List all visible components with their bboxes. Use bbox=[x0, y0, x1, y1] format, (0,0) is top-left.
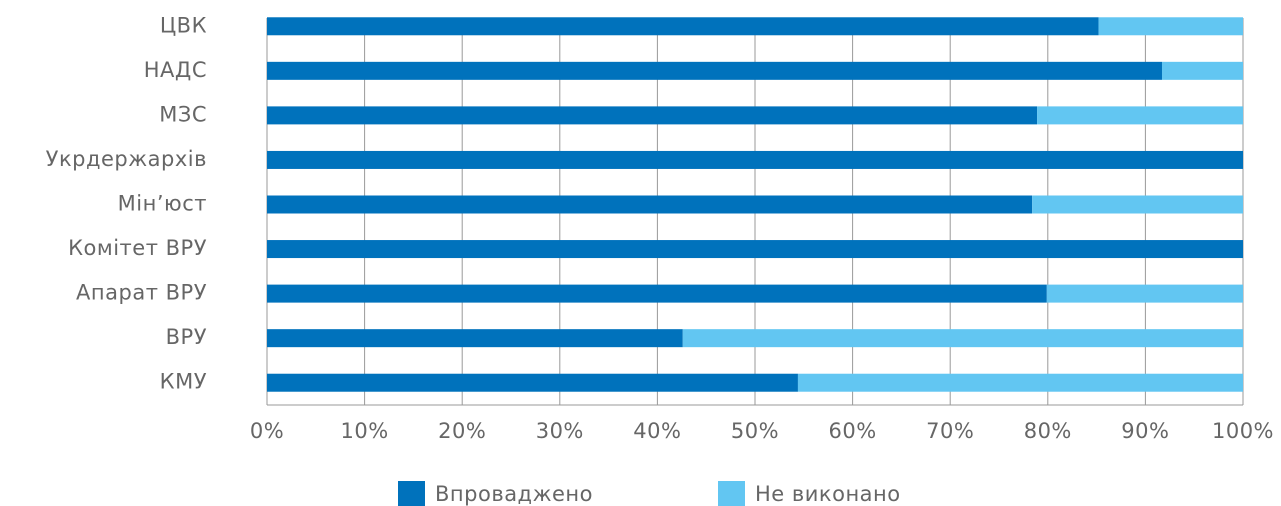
x-tick-label: 80% bbox=[1024, 419, 1072, 443]
bar-segment bbox=[267, 240, 1243, 259]
legend-swatch bbox=[398, 481, 425, 506]
x-tick-label: 100% bbox=[1212, 419, 1274, 443]
y-tick-label: ЦВК bbox=[160, 13, 207, 37]
bar-segment bbox=[267, 195, 1033, 214]
x-tick-label: 30% bbox=[536, 419, 584, 443]
legend-swatch bbox=[718, 481, 745, 506]
x-tick-label: 50% bbox=[731, 419, 779, 443]
y-tick-label: Комітет ВРУ bbox=[68, 236, 207, 260]
x-tick-label: 90% bbox=[1121, 419, 1169, 443]
legend-label: Не виконано bbox=[755, 482, 901, 506]
bar-segment bbox=[267, 150, 1243, 169]
y-tick-label: Апарат ВРУ bbox=[76, 281, 207, 305]
bar-segment bbox=[267, 61, 1162, 80]
y-tick-label: МЗС bbox=[159, 102, 207, 126]
bar-segment bbox=[267, 373, 798, 392]
bar-segment bbox=[1161, 61, 1243, 80]
bar-segment bbox=[1046, 284, 1243, 303]
bar-segment bbox=[1098, 17, 1243, 36]
bar-segment bbox=[1032, 195, 1243, 214]
y-tick-label: ВРУ bbox=[166, 325, 207, 349]
bar-segment bbox=[267, 284, 1047, 303]
bar-segment bbox=[1037, 106, 1243, 125]
bar-segment bbox=[267, 329, 683, 348]
x-tick-label: 0% bbox=[250, 419, 284, 443]
x-tick-label: 20% bbox=[438, 419, 486, 443]
bar-segment bbox=[682, 329, 1243, 348]
legend-label: Впроваджено bbox=[435, 482, 593, 506]
bar-segment bbox=[267, 106, 1038, 125]
y-tick-label: КМУ bbox=[160, 370, 207, 394]
x-tick-label: 60% bbox=[829, 419, 877, 443]
x-tick-label: 70% bbox=[926, 419, 974, 443]
y-tick-label: Мін’юст bbox=[118, 192, 207, 216]
bar-segment bbox=[267, 17, 1099, 36]
bar-segment bbox=[797, 373, 1243, 392]
x-tick-label: 10% bbox=[341, 419, 389, 443]
y-tick-label: НАДС bbox=[144, 58, 207, 82]
y-tick-label: Укрдержархів bbox=[46, 147, 207, 171]
x-tick-label: 40% bbox=[633, 419, 681, 443]
